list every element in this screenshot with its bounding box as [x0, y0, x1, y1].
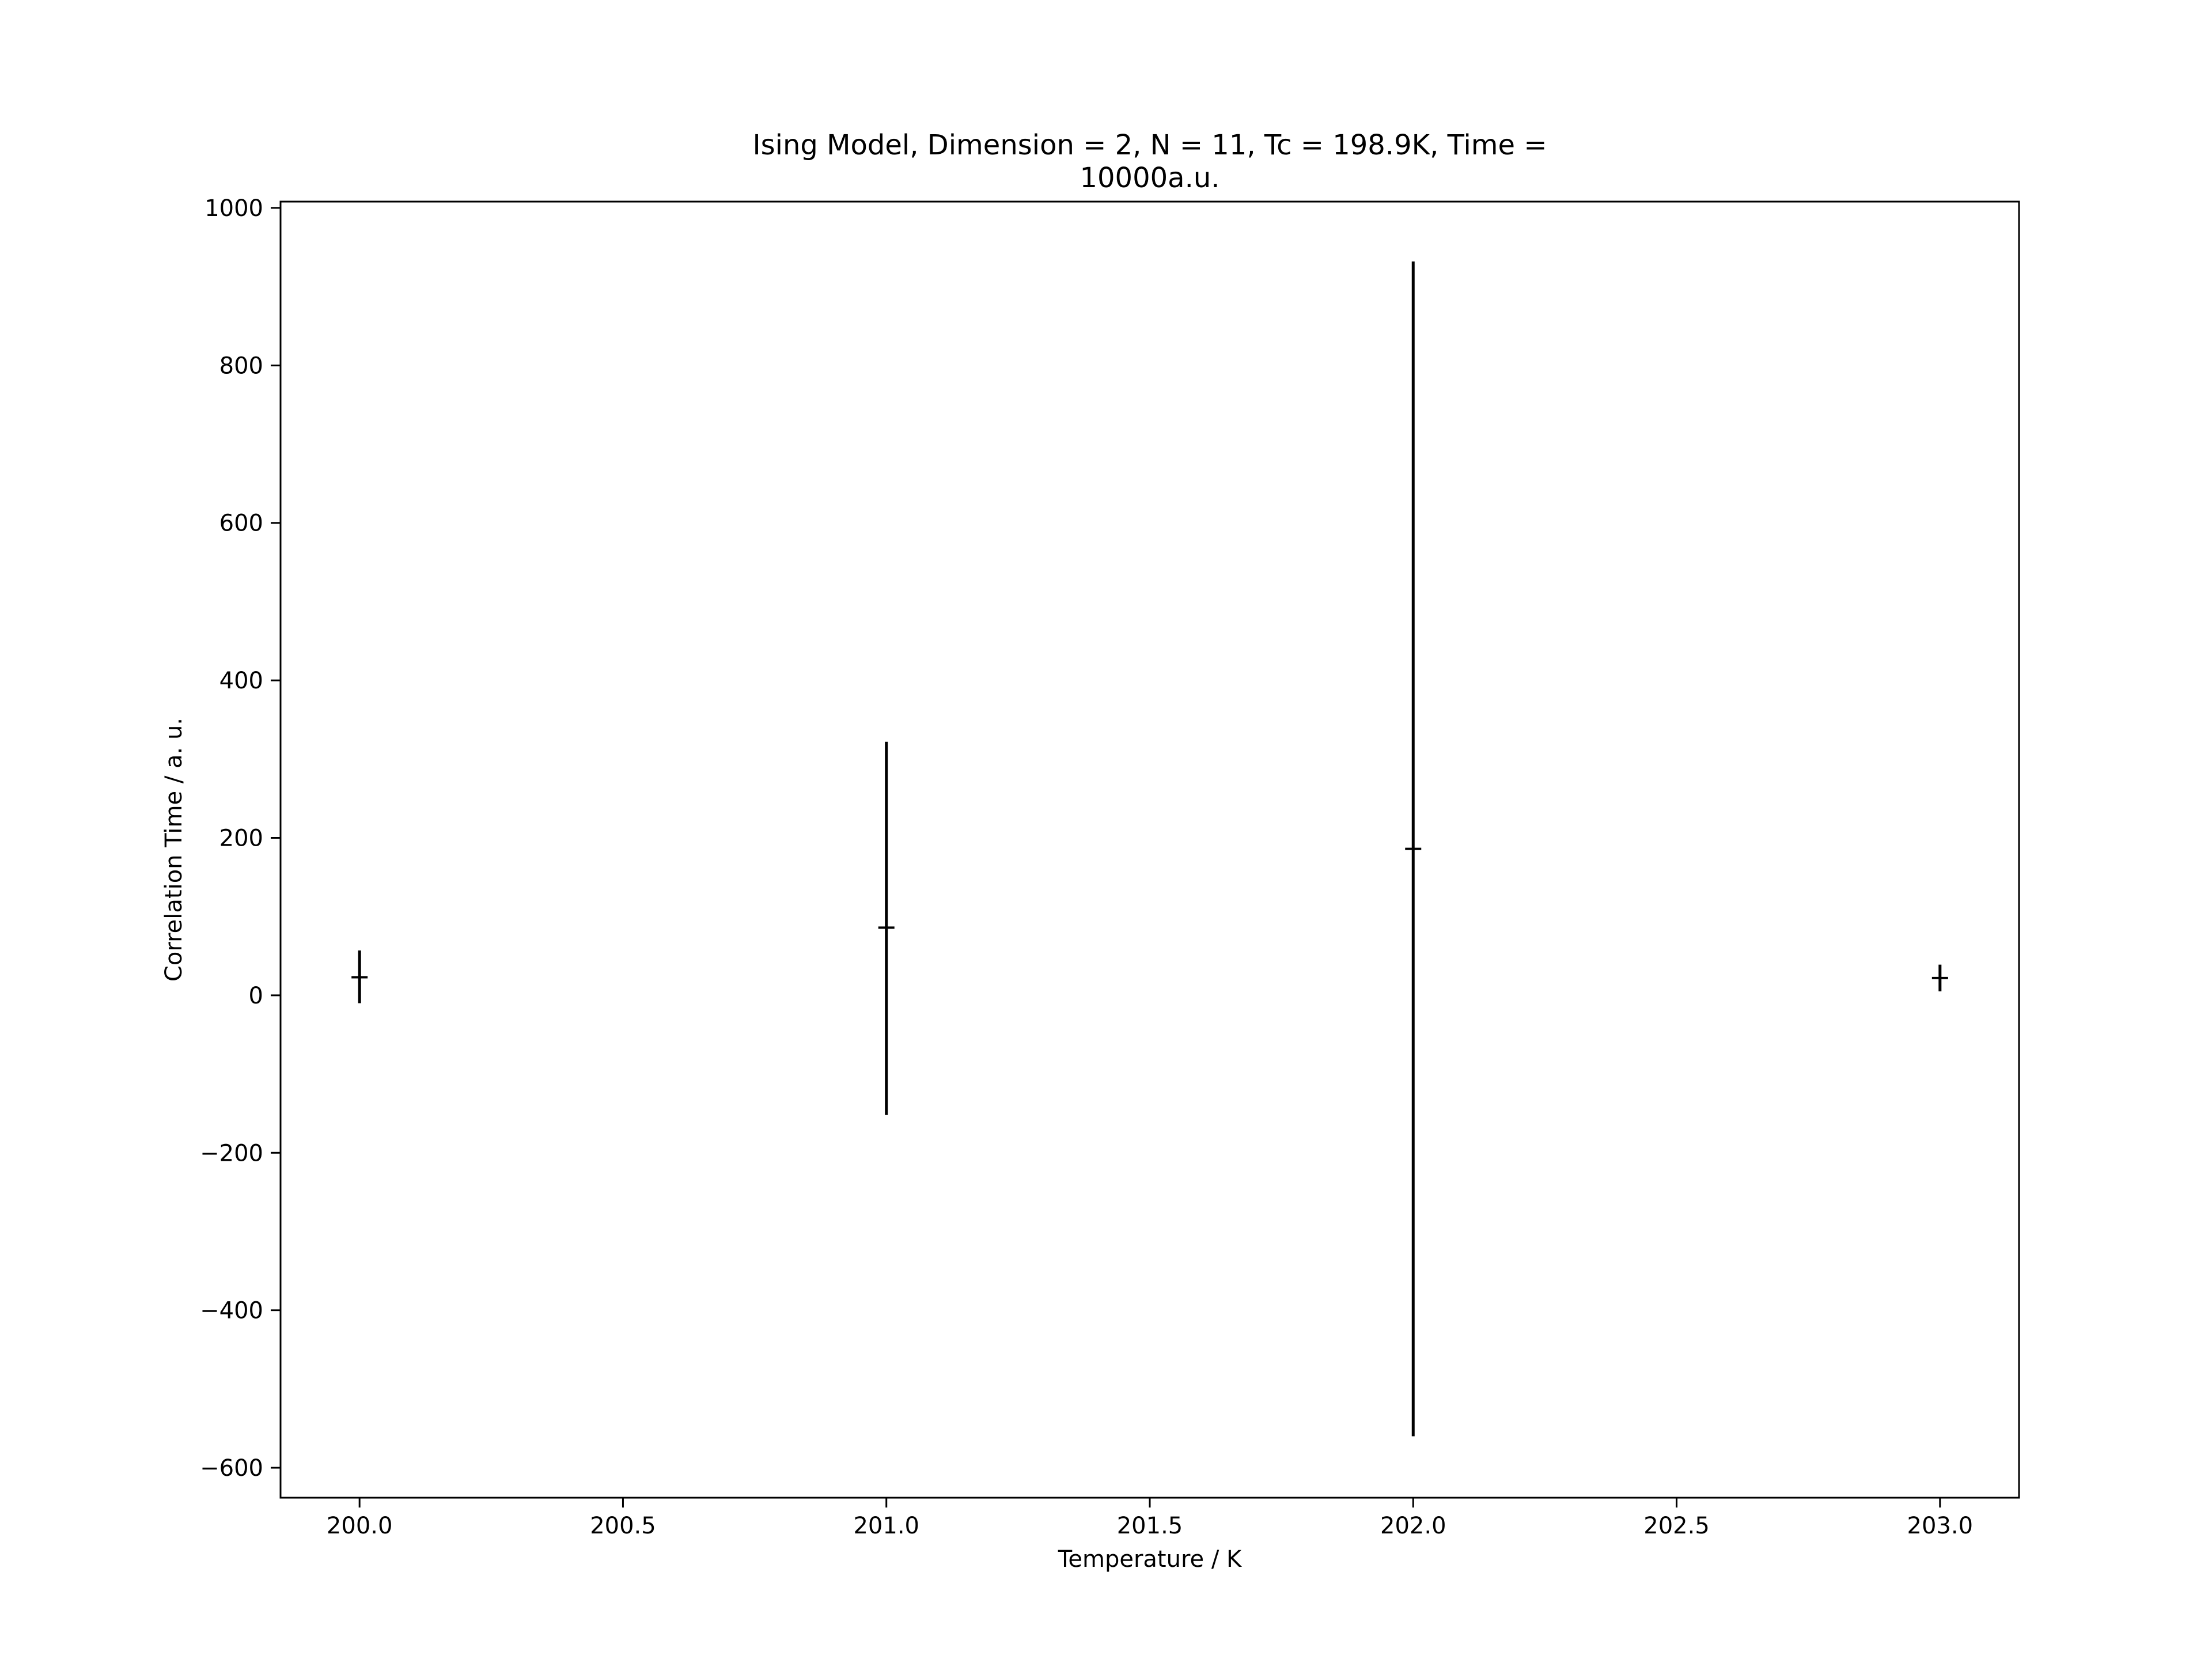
chart-title-line-2: 10000a.u. — [1080, 162, 1219, 194]
x-tick-label: 202.0 — [1380, 1513, 1446, 1539]
plot-frame — [279, 200, 2020, 1499]
y-tick-label: 600 — [219, 510, 263, 537]
marks-layer — [351, 261, 1948, 1437]
x-tick-label: 200.0 — [327, 1513, 393, 1539]
y-axis-label: Correlation Time / a. u. — [161, 718, 187, 982]
chart-title-line-1: Ising Model, Dimension = 2, N = 11, Tc =… — [752, 129, 1547, 161]
y-tick-label: 800 — [219, 353, 263, 379]
y-tick-label: 200 — [219, 825, 263, 851]
y-tick-label: −600 — [200, 1455, 263, 1482]
ticks-layer: 200.0 200.5 201.0 201.5 202.0 202.5 203.0 −600 −… — [200, 195, 1973, 1539]
x-tick-label: 201.5 — [1117, 1513, 1183, 1539]
y-tick-label: 0 — [249, 983, 263, 1009]
x-tick-label: 202.5 — [1643, 1513, 1710, 1539]
y-tick-label: −200 — [200, 1140, 263, 1166]
y-tick-label: 400 — [219, 668, 263, 694]
x-axis-label: Temperature / K — [1058, 1546, 1243, 1573]
x-tick-label: 201.0 — [853, 1513, 919, 1539]
x-tick-label: 200.5 — [590, 1513, 656, 1539]
y-tick-label: −400 — [200, 1298, 263, 1324]
x-tick-label: 203.0 — [1907, 1513, 1974, 1539]
y-tick-label: 1000 — [204, 195, 263, 222]
